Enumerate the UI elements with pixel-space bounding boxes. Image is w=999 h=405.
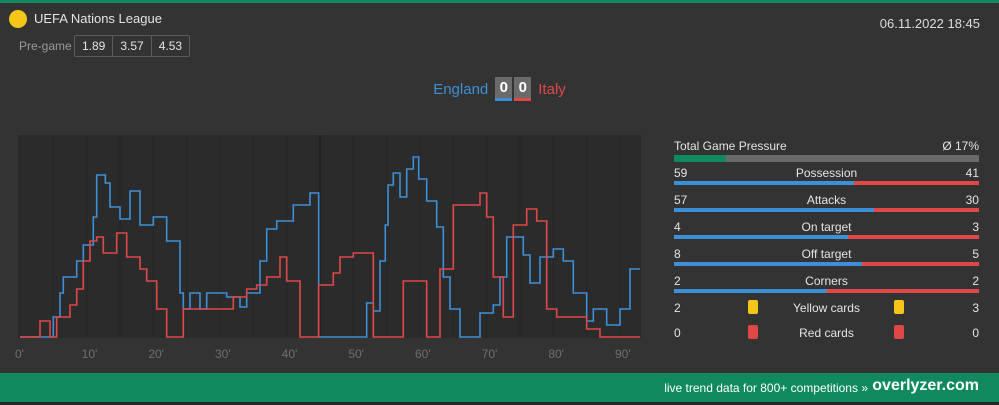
x-tick-label: 40': [282, 347, 298, 361]
pregame-odds: 1.89 3.57 4.53: [74, 35, 191, 57]
away-pressure-line: [20, 192, 640, 338]
stat-away-value: 5: [972, 247, 979, 261]
pressure-bar: [674, 155, 979, 162]
stat-labels: 59 Possession 41: [674, 166, 979, 180]
stat-bar: [674, 262, 979, 266]
stat-home-value: 59: [674, 166, 688, 180]
stat-bar: [674, 208, 979, 212]
pressure-header: Total Game Pressure Ø 17%: [674, 139, 979, 153]
x-tick-label: 50': [348, 347, 364, 361]
footer-brand-link[interactable]: overlyzer.com: [872, 377, 979, 394]
stat-home-value: 57: [674, 193, 688, 207]
stat-label: Off target: [801, 247, 852, 261]
card-rows: 2 Yellow cards 3 0 Red cards 0: [674, 297, 979, 347]
red-card-icon: [748, 325, 758, 339]
stat-row: 2 Corners 2: [674, 270, 979, 297]
footer-tagline: live trend data for 800+ competitions »: [664, 381, 868, 395]
stat-bar: [674, 181, 979, 185]
stat-row: 4 On target 3: [674, 216, 979, 243]
card-away-value: 3: [972, 301, 979, 315]
card-row: 0 Red cards 0: [674, 322, 979, 347]
chart-series: [20, 156, 640, 338]
card-row: 2 Yellow cards 3: [674, 297, 979, 322]
pressure-label: Total Game Pressure: [674, 139, 787, 153]
away-team-name[interactable]: Italy: [538, 80, 566, 98]
stat-bar-home-share: [674, 235, 849, 239]
stats-panel: Total Game Pressure Ø 17% 59 Possession 41…: [674, 139, 979, 347]
footer-banner[interactable]: live trend data for 800+ competitions » …: [0, 373, 999, 402]
stat-bar-home-share: [674, 262, 862, 266]
home-team-name[interactable]: England: [433, 80, 489, 98]
red-card-icon: [894, 325, 904, 339]
stat-away-value: 30: [965, 193, 979, 207]
x-tick-label: 80': [548, 347, 564, 361]
competition-dot-icon: [9, 10, 27, 28]
yellow-card-icon: [894, 300, 904, 314]
card-home-value: 2: [674, 301, 681, 315]
odds-draw[interactable]: 3.57: [112, 36, 150, 56]
stat-home-value: 4: [674, 220, 681, 234]
stat-away-value: 3: [972, 220, 979, 234]
card-label: Red cards: [799, 326, 854, 340]
stat-row: 57 Attacks 30: [674, 189, 979, 216]
stat-home-value: 8: [674, 247, 681, 261]
card-home-value: 0: [674, 326, 681, 340]
x-tick-label: 90': [615, 347, 631, 361]
match-datetime: 06.11.2022 18:45: [879, 16, 980, 31]
pressure-value: Ø 17%: [942, 139, 979, 153]
stat-labels: 2 Corners 2: [674, 274, 979, 288]
yellow-card-icon: [748, 300, 758, 314]
stat-label: Corners: [805, 274, 848, 288]
stat-row: 8 Off target 5: [674, 243, 979, 270]
card-away-value: 0: [972, 326, 979, 340]
top-accent-bar: [0, 0, 999, 3]
x-tick-label: 30': [215, 347, 231, 361]
x-tick-label: 70': [482, 347, 498, 361]
x-tick-label: 10': [82, 347, 98, 361]
stat-away-value: 41: [965, 166, 979, 180]
stat-away-value: 2: [972, 274, 979, 288]
odds-home[interactable]: 1.89: [82, 39, 106, 53]
home-score: 0: [495, 77, 513, 101]
scoreboard: England 0 0 Italy: [0, 76, 999, 102]
x-tick-label: 20': [148, 347, 164, 361]
chart-plot-area: [18, 135, 641, 338]
stat-bar-home-share: [674, 289, 827, 293]
stat-bar-home-share: [674, 208, 874, 212]
pressure-bar-fill: [674, 155, 726, 162]
league-name[interactable]: UEFA Nations League: [34, 11, 162, 26]
stat-labels: 8 Off target 5: [674, 247, 979, 261]
stat-labels: 57 Attacks 30: [674, 193, 979, 207]
stat-home-value: 2: [674, 274, 681, 288]
x-tick-label: 0': [15, 347, 24, 361]
away-score: 0: [514, 77, 532, 101]
stat-row: 59 Possession 41: [674, 162, 979, 189]
x-tick-label: 60': [415, 347, 431, 361]
pregame-label: Pre-game: [19, 39, 72, 53]
bottom-bar: [0, 402, 999, 405]
odds-away[interactable]: 4.53: [150, 36, 189, 56]
stat-bar-home-share: [674, 181, 854, 185]
stat-rows: 59 Possession 41 57 Attacks 30 4 On target 3 8 Off…: [674, 162, 979, 297]
stat-bar: [674, 235, 979, 239]
stat-label: Possession: [795, 166, 858, 180]
stat-bar: [674, 289, 979, 293]
stat-label: Attacks: [806, 193, 847, 207]
stat-label: On target: [801, 220, 852, 234]
stat-labels: 4 On target 3: [674, 220, 979, 234]
home-pressure-line: [20, 156, 640, 338]
card-label: Yellow cards: [793, 301, 860, 315]
pressure-trend-chart: 0' 10' 20' 30' 40' 50' 60' 70' 80' 90': [15, 135, 641, 361]
chart-x-axis: 0' 10' 20' 30' 40' 50' 60' 70' 80' 90': [15, 347, 631, 361]
